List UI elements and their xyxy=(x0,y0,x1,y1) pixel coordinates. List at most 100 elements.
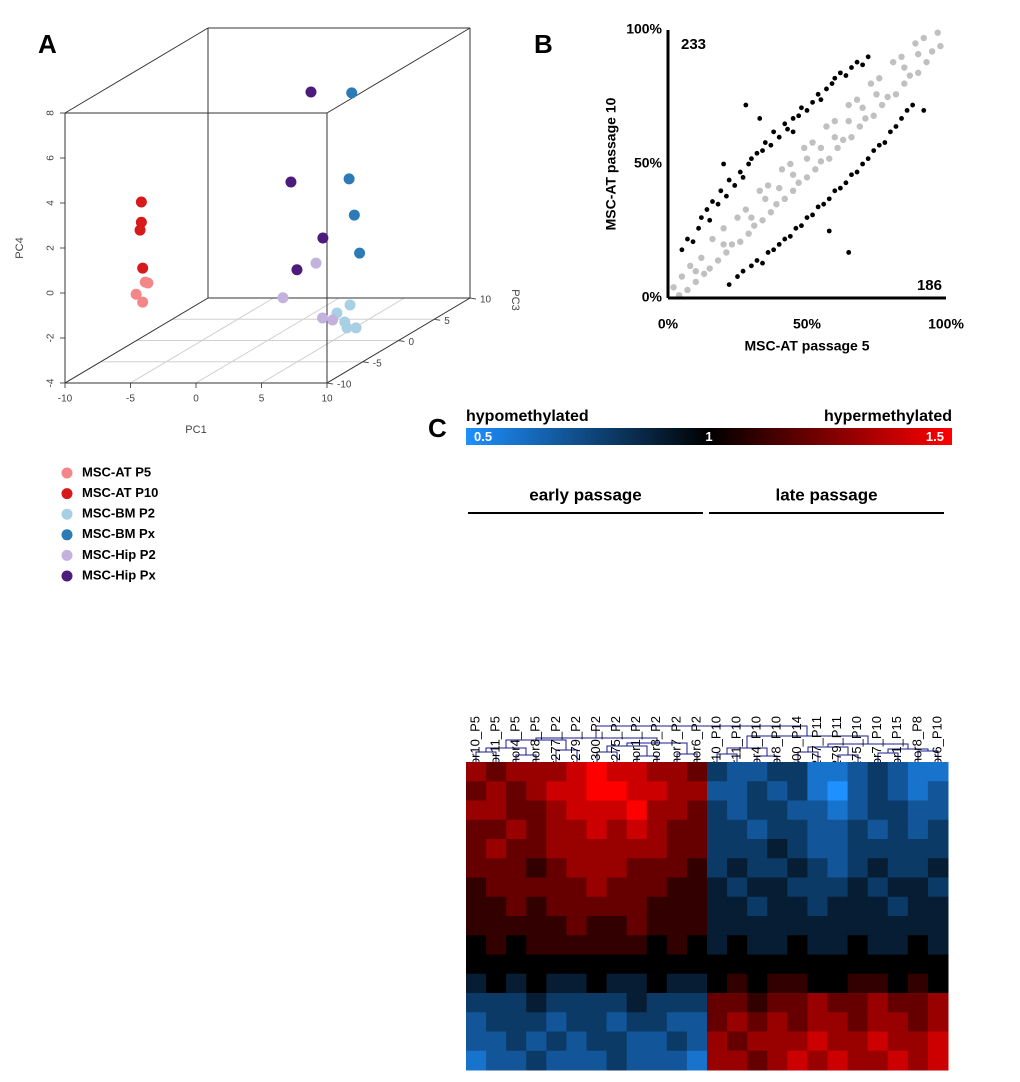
heatmap-cell xyxy=(787,877,808,898)
heatmap-cell xyxy=(586,1031,608,1052)
point xyxy=(832,75,838,81)
point xyxy=(760,260,765,266)
point xyxy=(803,174,811,181)
colorbar-label: hypermethylated xyxy=(824,408,952,425)
heatmap-cell xyxy=(707,1031,728,1052)
heatmap-cell xyxy=(747,839,768,859)
x-tick-label: -10 xyxy=(58,394,73,405)
heatmap-cell xyxy=(466,1012,487,1032)
point xyxy=(817,158,825,165)
heatmap-cell xyxy=(506,858,527,878)
heatmap-cell xyxy=(646,1050,668,1071)
heatmap-cell xyxy=(847,1050,869,1071)
point xyxy=(882,140,888,145)
heatmap-cell xyxy=(867,819,889,840)
heatmap-cell xyxy=(727,781,748,801)
heatmap-cell xyxy=(847,819,869,840)
heatmap-cell xyxy=(486,781,507,801)
heatmap-cell xyxy=(566,973,587,994)
point xyxy=(285,176,297,188)
colorbar-tick-label: 0.5 xyxy=(474,429,492,444)
point xyxy=(781,195,788,203)
point xyxy=(837,70,843,76)
point xyxy=(839,136,847,144)
heatmap-cell xyxy=(887,993,909,1013)
point xyxy=(860,161,865,167)
heatmap-cell xyxy=(686,916,708,936)
heatmap-cell xyxy=(787,781,808,801)
heatmap-cell xyxy=(747,896,768,917)
legend-marker xyxy=(61,549,73,561)
heatmap-cell xyxy=(927,858,949,878)
y-axis-label: MSC-AT passage 10 xyxy=(603,97,619,230)
heatmap-cell xyxy=(626,839,648,859)
heatmap-cell xyxy=(666,896,688,917)
point xyxy=(884,93,891,101)
heatmap-cell xyxy=(847,839,869,859)
heatmap-cell xyxy=(626,858,648,878)
heatmap-cell xyxy=(927,916,949,936)
legend-marker xyxy=(61,570,73,582)
heatmap-cell xyxy=(827,916,849,936)
heatmap-cell xyxy=(566,1031,587,1052)
heatmap-cell xyxy=(686,819,708,840)
point xyxy=(687,262,694,270)
heatmap-cell xyxy=(747,954,768,975)
box-edge xyxy=(326,27,471,114)
heatmap-cell xyxy=(506,1012,527,1032)
heatmap-cell xyxy=(666,973,688,994)
point xyxy=(698,215,704,221)
heatmap-cell xyxy=(787,819,808,840)
heatmap-cell xyxy=(807,1012,828,1032)
point xyxy=(831,117,838,125)
heatmap-cell xyxy=(646,896,668,917)
colorbar-tick-label: 1 xyxy=(705,429,712,444)
heatmap-cell xyxy=(606,1050,628,1071)
heatmap-cell xyxy=(867,781,889,801)
heatmap-cell xyxy=(466,896,487,917)
point xyxy=(759,217,766,224)
heatmap-cell xyxy=(907,1050,929,1071)
heatmap-cell xyxy=(506,993,527,1013)
point xyxy=(834,144,841,152)
point xyxy=(849,65,854,70)
point xyxy=(845,117,852,125)
point xyxy=(826,196,832,202)
heatmap-cell xyxy=(486,858,507,878)
x-tick-label: 100% xyxy=(928,316,964,332)
heatmap-cell xyxy=(586,993,608,1013)
heatmap-cell xyxy=(606,916,628,936)
heatmap-cell xyxy=(827,993,849,1013)
heatmap-cell xyxy=(626,819,648,840)
heatmap-cell xyxy=(767,896,788,917)
point xyxy=(892,91,900,98)
heatmap-cell xyxy=(546,954,567,975)
tick-mark xyxy=(434,318,441,321)
heatmap-cell xyxy=(466,839,487,859)
heatmap-cell xyxy=(707,819,728,840)
heatmap-cell xyxy=(827,1012,849,1032)
colorbar-label: hypomethylated xyxy=(466,408,589,425)
heatmap-cell xyxy=(486,916,507,936)
heatmap-cell xyxy=(646,858,668,878)
point xyxy=(859,104,866,111)
heatmap-cell xyxy=(566,1012,587,1032)
point xyxy=(856,123,864,130)
heatmap-cell xyxy=(767,781,788,801)
heatmap-cell xyxy=(486,1050,507,1071)
point xyxy=(876,142,882,148)
heatmap-cell xyxy=(927,781,949,801)
heatmap-cell xyxy=(586,935,608,955)
point xyxy=(130,288,142,300)
point xyxy=(740,175,746,180)
heatmap-cell xyxy=(707,877,728,898)
heatmap-cell xyxy=(747,858,768,878)
heatmap-cell xyxy=(767,800,788,821)
heatmap-cell xyxy=(486,896,507,917)
point xyxy=(726,177,732,183)
point xyxy=(354,247,366,259)
heatmap-cell xyxy=(807,800,828,821)
heatmap-cell xyxy=(506,877,527,898)
heatmap-cell xyxy=(666,858,688,878)
annotation: 186 xyxy=(917,277,942,294)
